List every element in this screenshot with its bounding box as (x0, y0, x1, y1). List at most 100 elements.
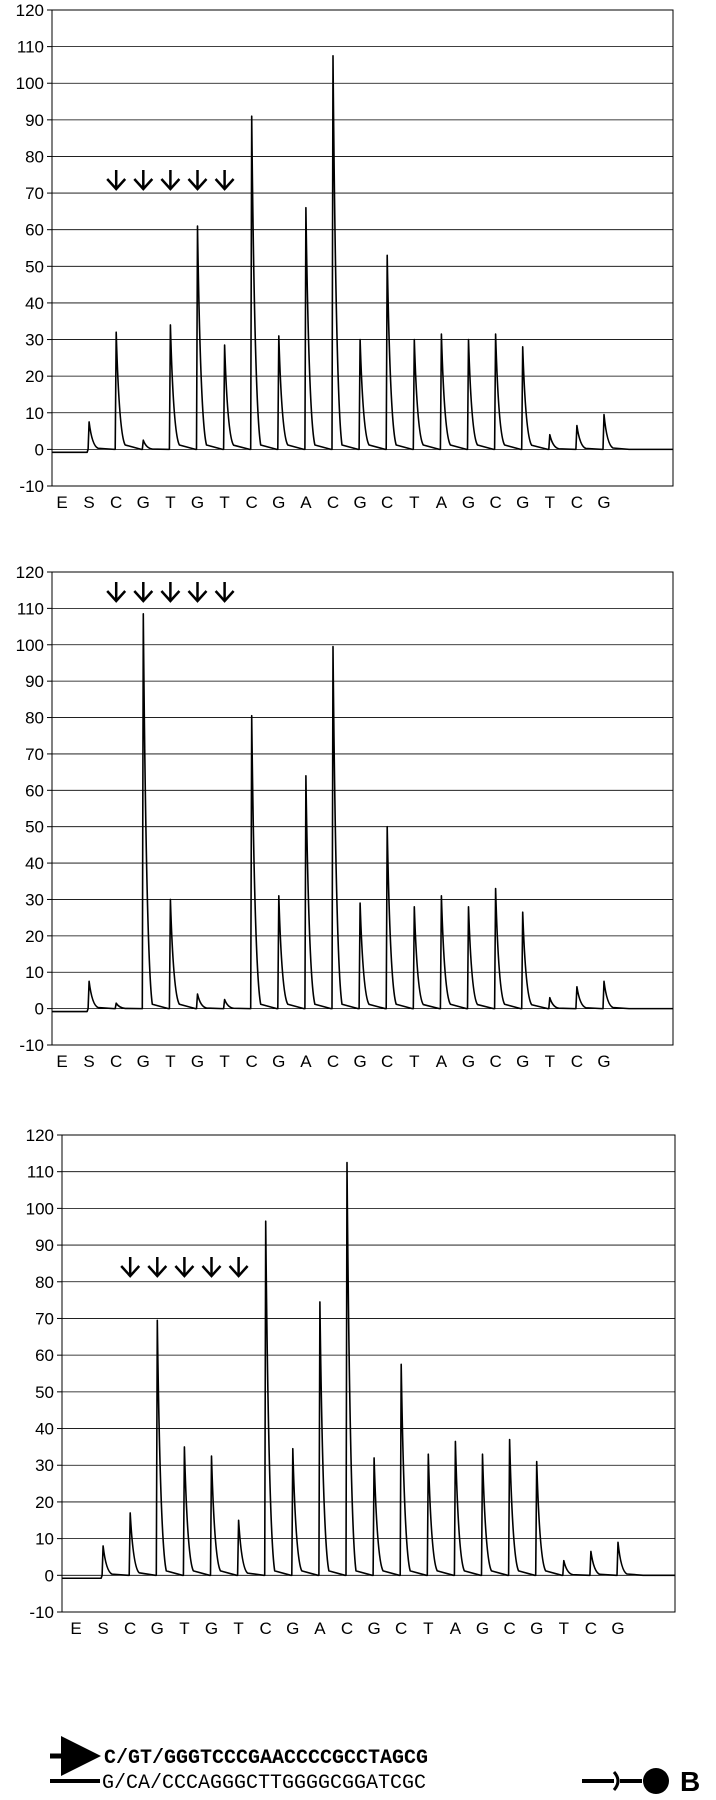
y-tick-label: -10 (19, 1036, 44, 1055)
x-tick-label: A (450, 1619, 462, 1638)
x-tick-label: A (300, 1052, 312, 1071)
y-tick-label: 80 (25, 147, 44, 166)
x-tick-label: G (476, 1619, 489, 1638)
x-tick-label: T (559, 1619, 569, 1638)
x-tick-label: T (409, 1052, 419, 1071)
y-tick-label: 40 (25, 294, 44, 313)
y-tick-label: 70 (25, 745, 44, 764)
down-arrow-icon (106, 170, 127, 191)
x-tick-label: C (327, 1052, 339, 1071)
y-tick-label: 10 (35, 1530, 54, 1549)
x-tick-label: T (179, 1619, 189, 1638)
y-tick-label: 50 (25, 257, 44, 276)
y-tick-label: 70 (25, 184, 44, 203)
down-arrow-icon (147, 1257, 168, 1278)
x-tick-label: C (124, 1619, 136, 1638)
y-tick-label: 30 (35, 1456, 54, 1475)
y-tick-label: 90 (25, 111, 44, 130)
y-tick-label: 10 (25, 404, 44, 423)
x-tick-label: C (246, 1052, 258, 1071)
y-tick-label: 110 (17, 599, 44, 618)
y-tick-label: 0 (35, 440, 44, 459)
x-tick-label: C (246, 493, 258, 512)
x-tick-label: C (585, 1619, 597, 1638)
x-tick-label: T (545, 1052, 555, 1071)
x-tick-label: T (409, 493, 419, 512)
x-tick-label: S (83, 1052, 94, 1071)
y-tick-label: 40 (25, 854, 44, 873)
x-tick-label: G (367, 1619, 380, 1638)
x-tick-label: S (97, 1619, 108, 1638)
y-tick-label: 20 (25, 367, 44, 386)
y-tick-label: 110 (17, 38, 44, 57)
down-arrow-icon (214, 582, 235, 603)
y-tick-label: 60 (25, 781, 44, 800)
down-arrow-icon (228, 1257, 249, 1278)
x-tick-label: G (137, 1052, 150, 1071)
y-tick-label: -10 (29, 1603, 54, 1622)
x-tick-label: G (286, 1619, 299, 1638)
down-arrow-icon (201, 1257, 222, 1278)
x-tick-label: C (110, 1052, 122, 1071)
x-tick-label: T (165, 1052, 175, 1071)
biotin-bead-icon (582, 1768, 669, 1794)
x-tick-label: C (381, 493, 393, 512)
x-tick-label: G (272, 493, 285, 512)
x-tick-label: T (545, 493, 555, 512)
x-tick-label: A (314, 1619, 326, 1638)
x-tick-label: C (489, 1052, 501, 1071)
x-tick-label: E (56, 493, 67, 512)
y-tick-label: 110 (27, 1163, 54, 1182)
trace-line (52, 54, 673, 454)
x-tick-label: E (56, 1052, 67, 1071)
y-tick-label: 50 (35, 1383, 54, 1402)
x-tick-label: T (219, 493, 229, 512)
panel-label: B (680, 1766, 700, 1797)
plot-frame (51, 9, 674, 487)
x-tick-label: C (110, 493, 122, 512)
x-tick-label: G (205, 1619, 218, 1638)
x-tick-label: C (503, 1619, 515, 1638)
down-arrow-icon (160, 170, 181, 191)
down-arrow-icon (133, 170, 154, 191)
x-tick-label: S (83, 493, 94, 512)
down-arrow-icon (174, 1257, 195, 1278)
x-tick-label: C (341, 1619, 353, 1638)
x-tick-label: A (436, 1052, 448, 1071)
sequence-diagram: C/GT/GGGTCCCGAACCCCGCCTAGCG G/CA/CCCAGGG… (50, 1736, 700, 1797)
down-arrow-icon (187, 582, 208, 603)
x-tick-label: G (597, 493, 610, 512)
y-tick-label: 100 (16, 74, 44, 93)
x-tick-label: C (381, 1052, 393, 1071)
x-tick-label: C (489, 493, 501, 512)
x-tick-label: G (611, 1619, 624, 1638)
x-tick-label: G (272, 1052, 285, 1071)
down-arrow-icon (133, 582, 154, 603)
x-tick-label: T (219, 1052, 229, 1071)
x-tick-label: T (165, 493, 175, 512)
y-tick-label: 90 (25, 672, 44, 691)
x-tick-label: T (233, 1619, 243, 1638)
y-tick-label: -10 (19, 477, 44, 496)
x-tick-label: G (353, 1052, 366, 1071)
y-tick-label: 0 (45, 1566, 54, 1585)
y-tick-label: 80 (35, 1273, 54, 1292)
x-tick-label: G (530, 1619, 543, 1638)
x-tick-label: G (462, 493, 475, 512)
x-tick-label: E (70, 1619, 81, 1638)
y-tick-label: 20 (35, 1493, 54, 1512)
x-tick-label: T (423, 1619, 433, 1638)
down-arrow-icon (106, 582, 127, 603)
plot-frame (61, 1134, 676, 1613)
x-tick-label: C (327, 493, 339, 512)
y-tick-label: 20 (25, 927, 44, 946)
y-tick-label: 120 (16, 1, 44, 20)
x-tick-label: C (571, 493, 583, 512)
y-tick-label: 120 (16, 563, 44, 582)
trace-line (62, 1161, 675, 1580)
x-tick-label: G (597, 1052, 610, 1071)
y-tick-label: 80 (25, 709, 44, 728)
